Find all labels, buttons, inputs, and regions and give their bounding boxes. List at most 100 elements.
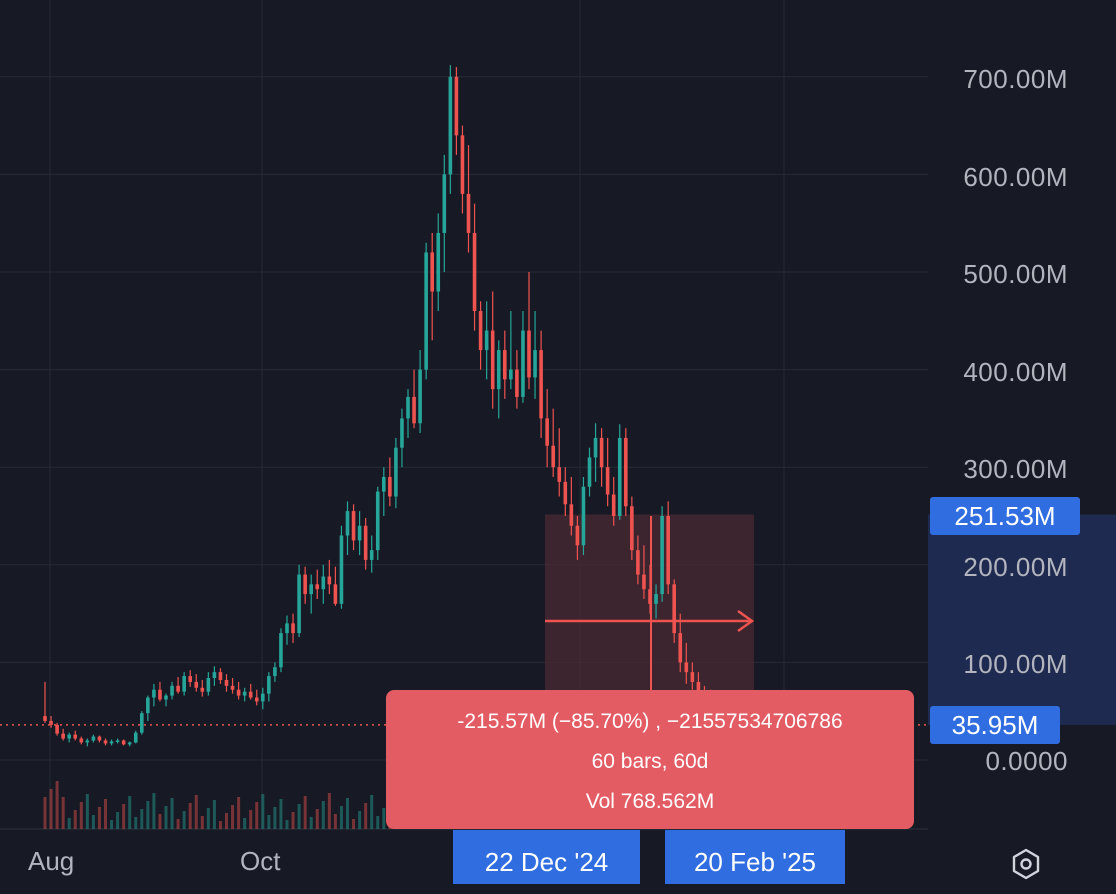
candle-body [339,535,344,604]
volume-bar [249,810,253,829]
candle-body [55,724,59,734]
volume-bar [158,814,162,829]
volume-bar [279,799,283,829]
candle-body [121,740,126,745]
candle-body [684,662,689,673]
candle-body [605,467,610,495]
volume-bar [79,802,83,829]
last-price-tag: 35.95M [930,706,1060,744]
candle-body [369,550,374,560]
candle-body [521,330,525,397]
measure-bars-text: 60 bars, 60d [591,750,709,773]
candle-body [176,685,180,692]
candle-body [236,689,241,696]
candle-body [563,481,568,505]
candle-body [140,713,144,733]
volume-bar [243,818,247,829]
candle-body [212,672,217,679]
candles [43,65,725,747]
volume-bar [122,804,126,829]
candle-body [170,685,174,696]
candle-body [279,633,283,668]
volume-bar [376,816,380,829]
candle-body [672,584,676,634]
candle-body [206,678,211,692]
y-axis-label-100m: 100.00M [963,649,1068,679]
candle-body [375,491,380,551]
candle-body [472,232,477,312]
x-axis-label-aug: Aug [28,846,75,876]
volume-bar [231,805,235,829]
volume-bar [200,816,204,829]
candle-body [533,350,537,378]
candle-body [539,350,543,419]
candle-body [315,584,320,590]
measure-top-price-tag: 251.53M [930,497,1080,535]
candle-body [67,734,71,739]
candle-body [406,396,410,419]
candle-body [611,494,616,516]
candle-body [261,693,265,702]
candle-body [291,623,295,634]
volume-bar [382,808,386,829]
volume-bar [140,809,144,829]
y-axis-label-500m: 500.00M [963,259,1068,289]
candle-body [109,741,114,744]
candle-body [43,716,47,721]
candle-body [442,174,447,233]
candle-body [642,574,646,590]
volume-bar [346,798,349,829]
grid-lines [0,0,928,830]
volume-bar [61,797,65,829]
candle-body [400,418,404,448]
volume-bar [327,793,331,829]
volume-bar [116,812,120,829]
candle-body [569,504,574,526]
candle-body [73,734,78,739]
candle-body [363,525,368,560]
volume-bar [73,810,77,829]
candle-body [551,445,555,468]
volume-bar [110,820,114,829]
candle-body [636,550,640,575]
candle-body [466,193,471,233]
candle-body [382,476,386,492]
candle-body [297,574,301,634]
candle-body [484,330,489,351]
candle-body [593,437,598,458]
volume-bar [225,813,228,829]
candle-body [496,350,501,390]
candle-body [388,476,392,497]
candle-body [666,516,670,585]
volume-bar [134,817,138,829]
volume-bar [206,808,210,829]
candle-body [630,506,634,551]
volume-bar [261,794,265,829]
candle-body [321,576,326,590]
candle-body [696,681,701,692]
y-axis-label-200m: 200.00M [963,552,1068,582]
candle-body [557,467,562,482]
candle-body [285,623,289,634]
measure-tooltip: -215.57M (−85.70%) , −21557534706786 60 … [386,690,914,829]
candle-body [660,516,664,595]
candle-body [690,672,695,682]
volume-bar [333,814,337,829]
volume-bar [49,789,53,829]
candle-body [85,740,90,743]
volume-bar [309,817,313,829]
volume-bar [146,801,150,829]
volume-bar [321,801,325,829]
hexagon-settings-icon[interactable] [1006,844,1046,884]
measure-volume-text: Vol 768.562M [585,790,715,813]
y-axis-label-600m: 600.00M [963,162,1068,192]
price-axis-range-band [928,514,1116,725]
candle-body [79,738,84,743]
candle-body [575,525,580,546]
candle-body [267,676,271,694]
candle-body [430,252,434,292]
candle-body [545,418,549,446]
measure-change-text: -215.57M (−85.70%) , −21557534706786 [457,710,843,733]
volume-bar [128,796,132,829]
